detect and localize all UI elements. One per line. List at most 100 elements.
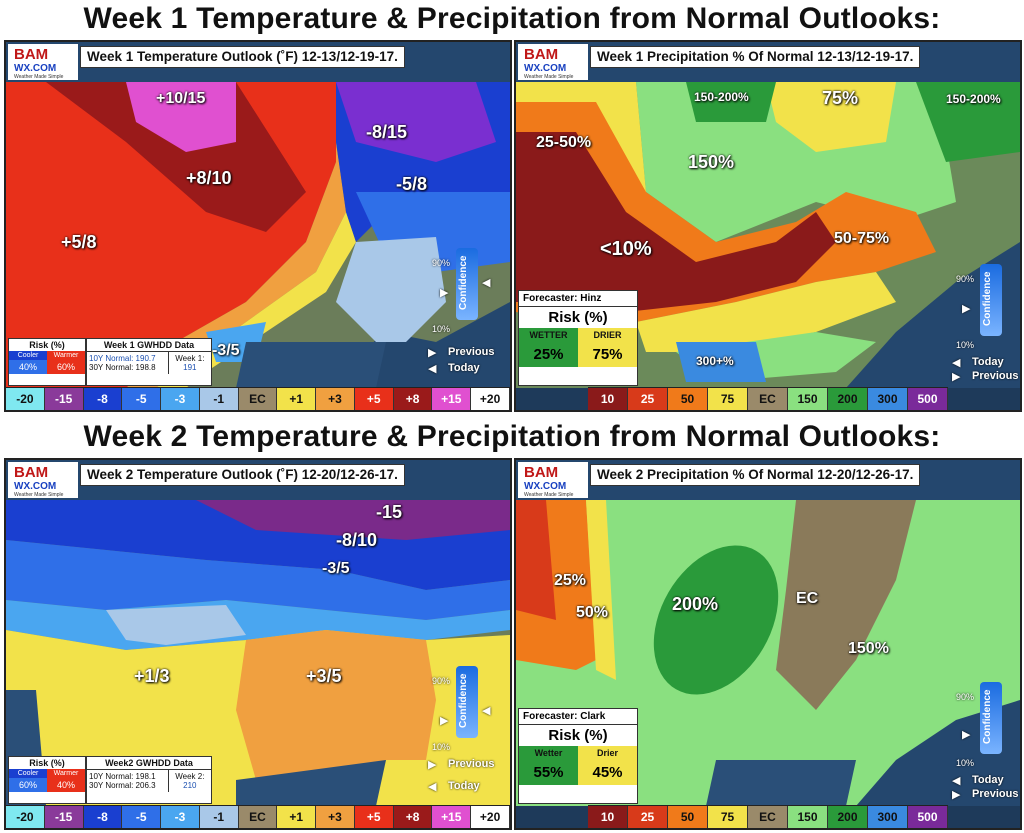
legend-swatch: +3 <box>316 806 355 828</box>
map-label: 150-200% <box>946 92 1001 106</box>
risk-drier-value: 75% <box>578 342 637 367</box>
map-header: Week 2 Temperature Outlook (˚F) 12-20/12… <box>80 464 405 486</box>
risk-wetter-value: 55% <box>519 760 578 785</box>
legend-swatch: EC <box>748 388 788 410</box>
legend-swatch: 75 <box>708 388 748 410</box>
legend-swatch: +3 <box>316 388 355 410</box>
confidence-label: Confidence <box>982 689 993 744</box>
map-label: <10% <box>600 238 652 260</box>
legend-swatch: +1 <box>277 806 317 828</box>
legend-swatch: +15 <box>432 806 472 828</box>
svg-text:BAM: BAM <box>14 46 48 63</box>
map-label: -3/5 <box>212 342 240 359</box>
week1-temperature-map <box>6 42 510 388</box>
svg-text:WX.COM: WX.COM <box>14 63 56 74</box>
today-label: Today <box>448 362 480 374</box>
confidence-label: Confidence <box>458 673 469 728</box>
today-marker-icon: ◀ <box>428 781 437 793</box>
svg-text:Weather Made Simple: Weather Made Simple <box>14 74 64 80</box>
risk-title: Risk (%) <box>548 727 608 744</box>
risk-warmer-label: Warmer <box>47 351 85 360</box>
map-header: Week 1 Temperature Outlook (˚F) 12-13/12… <box>80 46 405 68</box>
map-label: 150-200% <box>694 90 749 104</box>
confidence-bar: Confidence <box>980 682 1002 754</box>
confidence-low: 10% <box>956 340 975 350</box>
bamwx-logo: BAM WX.COM Weather Made Simple <box>8 44 78 80</box>
map-label: -15 <box>376 502 403 522</box>
forecaster-name: Forecaster: Hinz <box>519 291 637 307</box>
gwhdd-title: Week 1 GWHDD Data <box>87 339 211 352</box>
legend-swatch: +20 <box>471 388 510 410</box>
today-label: Today <box>448 780 480 792</box>
map-label: 75% <box>822 88 859 108</box>
week1-precipitation-panel: Week 1 Precipitation % Of Normal 12-13/1… <box>514 40 1022 412</box>
legend-swatch: -3 <box>161 806 200 828</box>
gwhdd-data-box: Week2 GWHDD Data 10Y Normal: 198.1 30Y N… <box>86 756 212 804</box>
map-label: 25% <box>554 572 587 589</box>
today-marker-icon: ◀ <box>428 363 437 375</box>
svg-text:BAM: BAM <box>14 464 48 481</box>
risk-warmer-label: Warmer <box>47 769 85 778</box>
gwhdd-10y-normal: 10Y Normal: 190.7 <box>89 354 156 363</box>
legend-swatch: -3 <box>161 388 200 410</box>
map-label: 50% <box>576 604 609 621</box>
legend-swatch: 150 <box>788 388 828 410</box>
svg-text:WX.COM: WX.COM <box>14 481 56 492</box>
triangle-marker-icon: ◀ <box>482 705 491 717</box>
map-label: -3/5 <box>322 560 350 577</box>
risk-cooler-value: 60% <box>9 778 47 792</box>
gwhdd-30y-normal: 30Y Normal: 206.3 <box>89 781 156 790</box>
legend-swatch: +15 <box>432 388 472 410</box>
gwhdd-30y-normal: 30Y Normal: 198.8 <box>89 363 156 372</box>
previous-marker-icon: ▶ <box>428 347 437 359</box>
map-label: -8/10 <box>336 530 378 550</box>
svg-text:Weather Made Simple: Weather Made Simple <box>14 492 64 498</box>
legend-swatch: +5 <box>354 806 394 828</box>
gwhdd-10y-normal: 10Y Normal: 198.1 <box>89 772 156 781</box>
forecaster-name: Forecaster: Clark <box>519 709 637 725</box>
legend-swatch: EC <box>238 806 278 828</box>
svg-text:Weather Made Simple: Weather Made Simple <box>524 492 574 498</box>
week1-precipitation-map <box>516 42 1020 388</box>
confidence-bar: Confidence <box>456 666 478 738</box>
confidence-label: Confidence <box>982 271 993 326</box>
risk-cooler-label: Cooler <box>9 351 47 360</box>
legend-swatch: -15 <box>44 806 84 828</box>
previous-label: Previous <box>448 346 495 358</box>
map-label: -5/8 <box>396 174 428 194</box>
week2-precipitation-panel: Week 2 Precipitation % Of Normal 12-20/1… <box>514 458 1022 830</box>
legend-swatch: 10 <box>588 388 628 410</box>
map-label: +10/15 <box>156 90 206 107</box>
legend-swatch: -5 <box>122 388 162 410</box>
risk-warmer-value: 40% <box>47 778 85 792</box>
week2-temperature-panel: Week 2 Temperature Outlook (˚F) 12-20/12… <box>4 458 512 830</box>
previous-marker-icon: ▶ <box>952 789 961 801</box>
week1-temperature-panel: Week 1 Temperature Outlook (˚F) 12-13/12… <box>4 40 512 412</box>
previous-label: Previous <box>448 758 495 770</box>
forecaster-risk-box: Forecaster: Clark Risk (%) Wetter Drier … <box>518 708 638 804</box>
triangle-marker-icon: ▶ <box>962 303 971 315</box>
previous-marker-icon: ▶ <box>952 371 961 383</box>
gwhdd-data-box: Week 1 GWHDD Data 10Y Normal: 190.7 30Y … <box>86 338 212 386</box>
map-label: +3/5 <box>306 666 342 686</box>
legend-swatch: EC <box>238 388 278 410</box>
legend-swatch: -1 <box>199 388 239 410</box>
risk-wetter-label: Wetter <box>519 746 578 760</box>
today-label: Today <box>972 774 1004 786</box>
legend-swatch: +8 <box>393 388 433 410</box>
precipitation-color-legend: 10 25 50 75 EC 150 200 300 500 <box>588 387 948 410</box>
temperature-risk-box: Risk (%) Cooler Warmer 60% 40% <box>8 756 86 804</box>
confidence-high: 90% <box>956 692 975 702</box>
confidence-bar: Confidence <box>456 248 478 320</box>
gwhdd-week-value: 191 <box>183 363 197 372</box>
temperature-risk-box: Risk (%) Cooler Warmer 40% 60% <box>8 338 86 386</box>
legend-swatch: -5 <box>122 806 162 828</box>
legend-swatch: 200 <box>828 806 868 828</box>
confidence-label: Confidence <box>458 255 469 310</box>
svg-text:BAM: BAM <box>524 46 558 63</box>
legend-swatch: 500 <box>908 388 948 410</box>
gwhdd-week-value: 210 <box>183 781 197 790</box>
bamwx-logo: BAM WX.COM Weather Made Simple <box>8 462 78 498</box>
map-label: 50-75% <box>834 230 890 247</box>
map-label: +1/3 <box>134 666 170 686</box>
